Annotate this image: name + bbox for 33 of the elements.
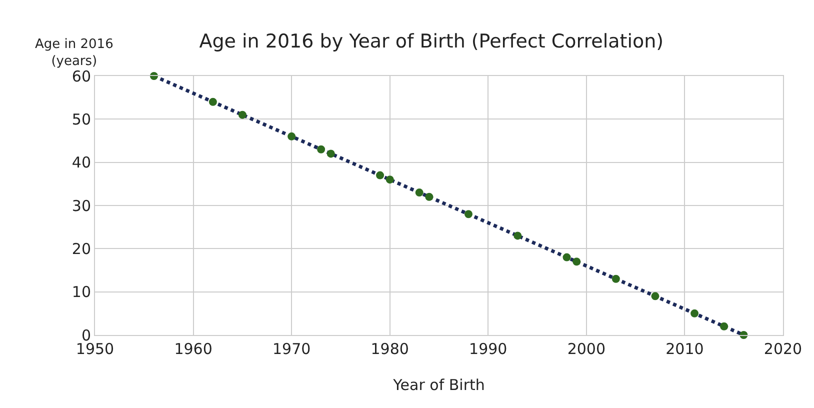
point [288, 132, 296, 140]
y-tick-label: 10 [72, 283, 91, 302]
x-tick-label: 1980 [370, 340, 409, 358]
point [208, 98, 217, 106]
point [238, 110, 246, 119]
y-tick-label: 60 [72, 67, 91, 86]
x-tick-label: 2010 [666, 340, 704, 358]
point [572, 258, 581, 266]
point [425, 192, 434, 201]
point [651, 292, 660, 300]
point [562, 253, 571, 262]
point [720, 322, 728, 330]
x-tick-label: 1990 [469, 340, 508, 358]
x-tick-label: 2020 [764, 340, 802, 358]
point [317, 145, 326, 154]
y-tick-label: 20 [72, 240, 91, 258]
y-tick-label: 40 [72, 154, 91, 172]
point [690, 309, 699, 318]
y-axis-title: Age in 2016 (years) [35, 37, 114, 69]
point [514, 232, 522, 240]
point [326, 150, 335, 158]
x-tick-label: 1970 [272, 340, 311, 358]
point [386, 176, 394, 184]
chart-title: Age in 2016 by Year of Birth (Perfect Correlation) [199, 30, 664, 52]
x-tick-label: 2000 [567, 340, 606, 358]
point [464, 210, 472, 218]
x-tick-label: 1960 [174, 340, 212, 358]
point [415, 188, 424, 197]
y-tick-label: 30 [72, 196, 91, 215]
point [612, 274, 620, 283]
x-axis-title: Year of Birth [392, 376, 485, 394]
y-tick-label: 50 [72, 110, 91, 128]
point [376, 171, 384, 180]
